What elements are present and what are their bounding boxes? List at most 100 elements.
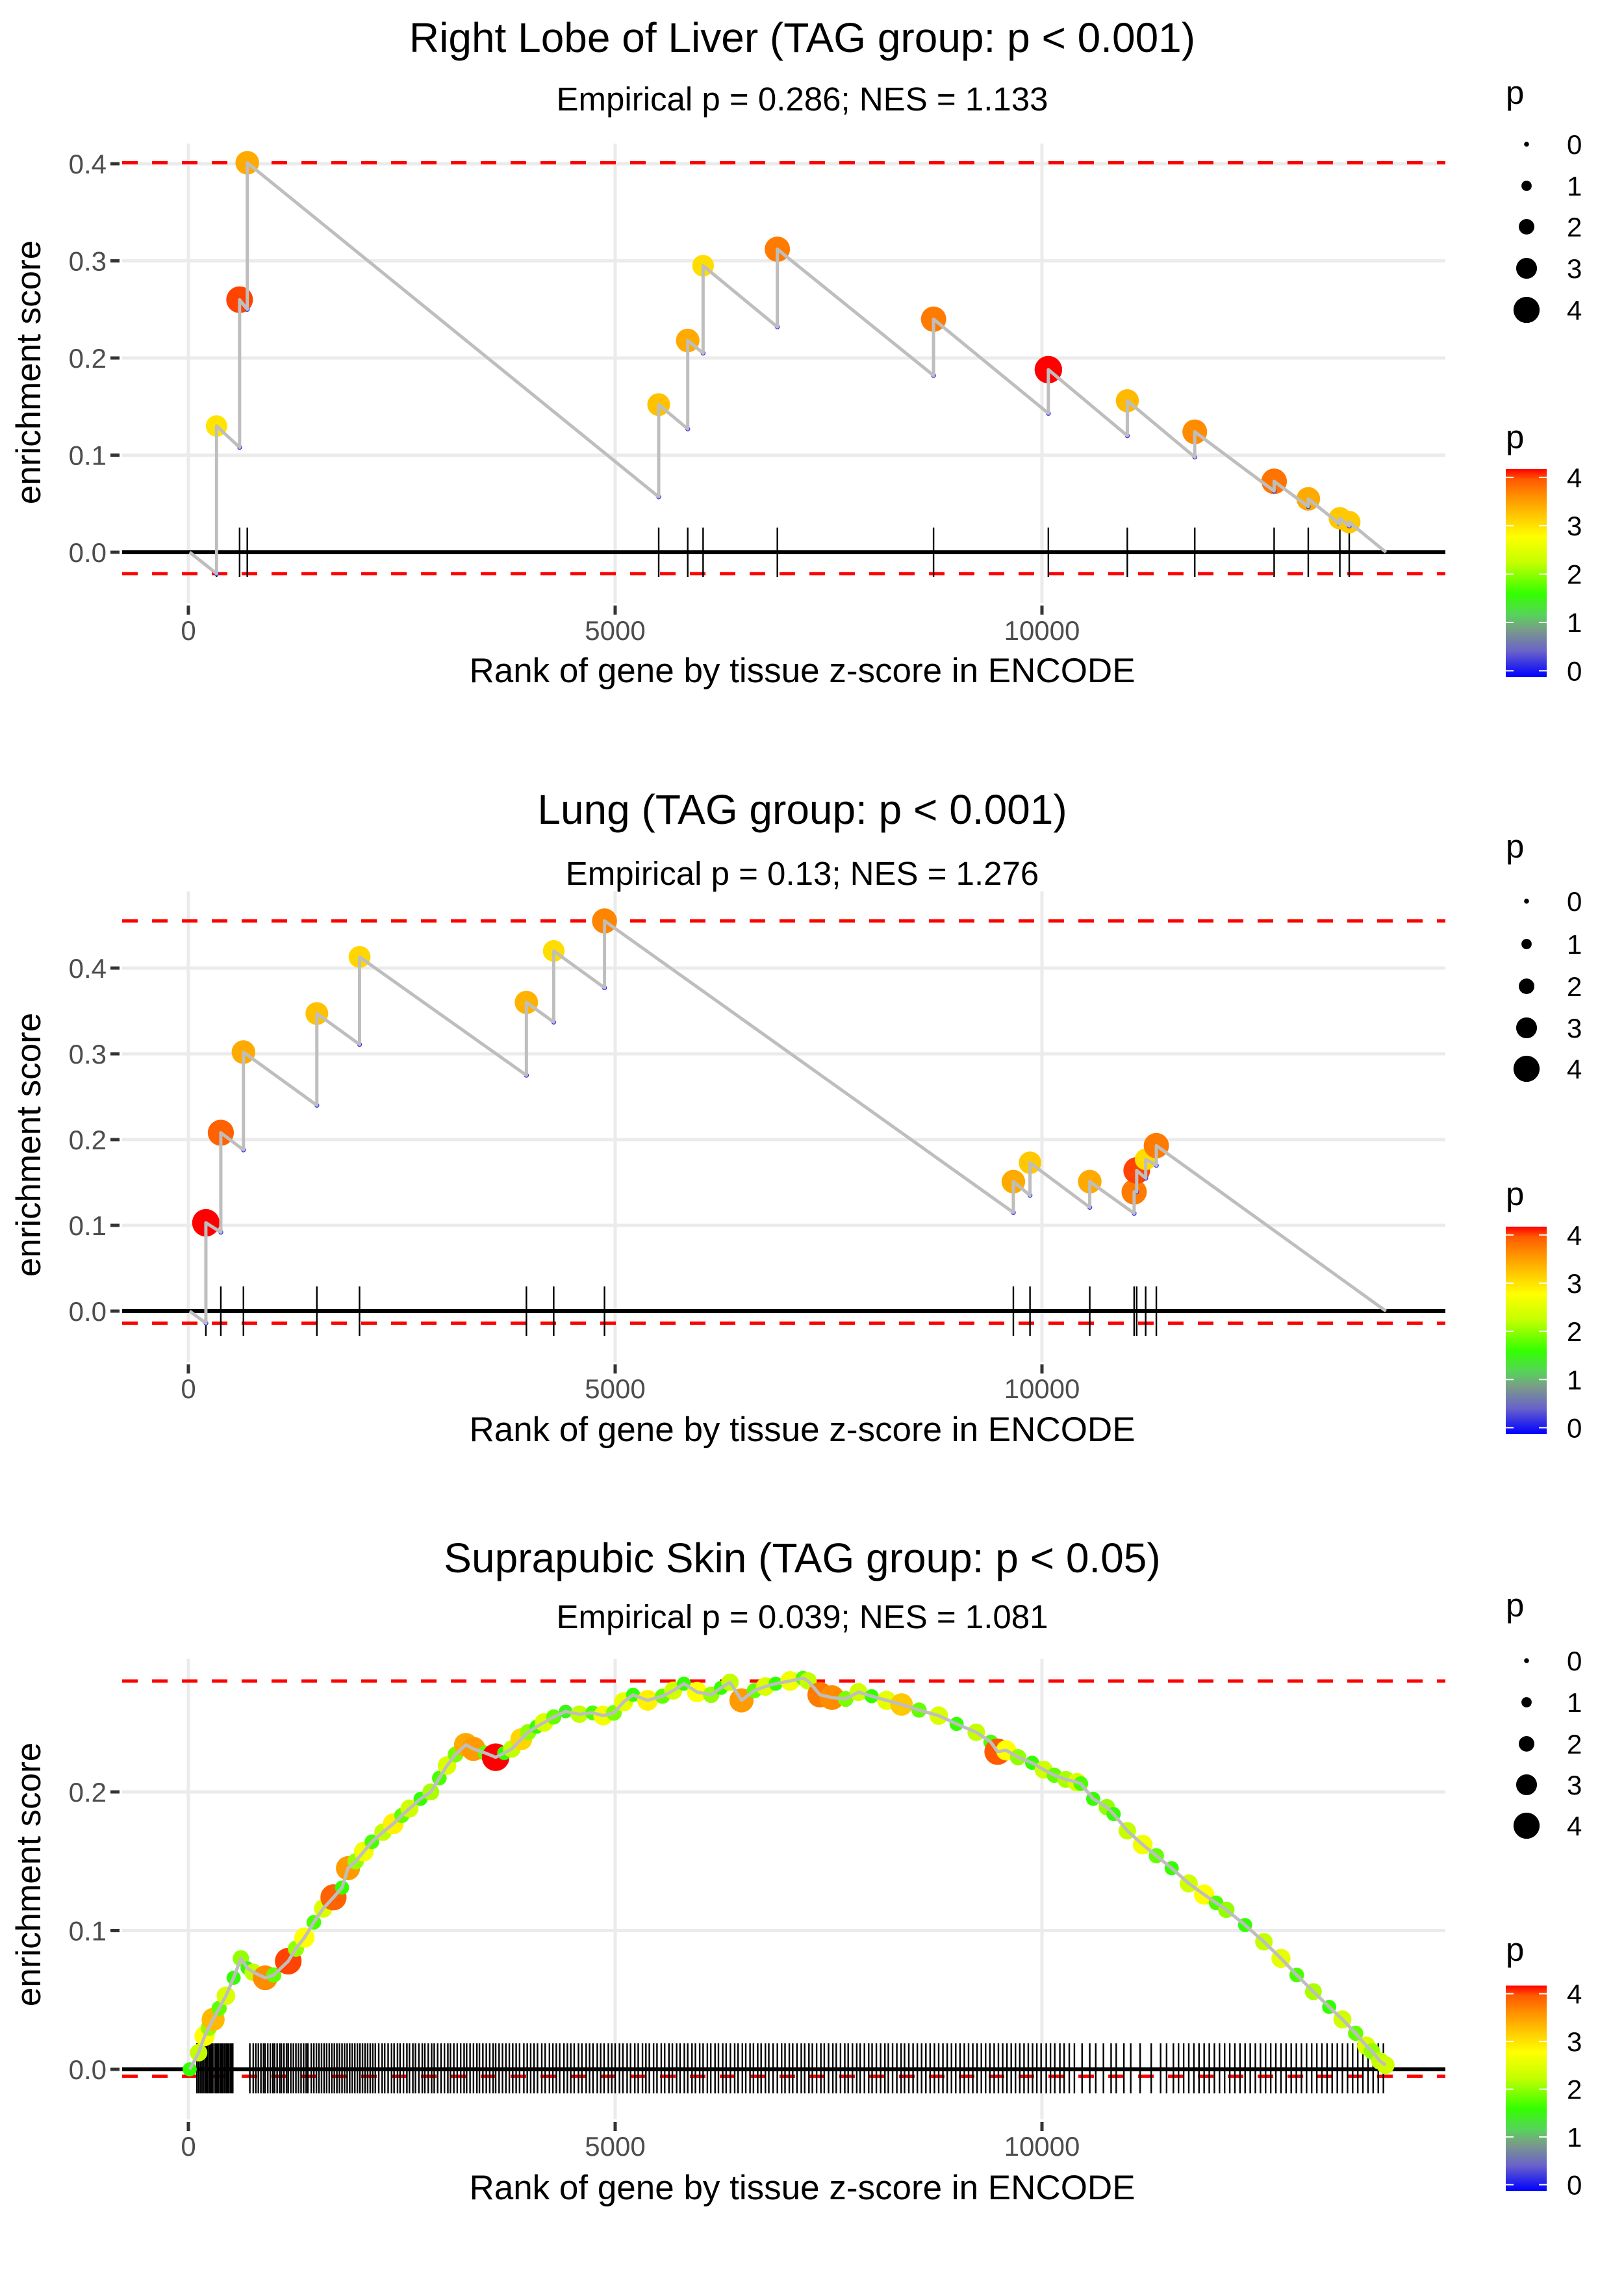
size-legend-label: 3 [1567, 1770, 1582, 1800]
plot-title: Suprapubic Skin (TAG group: p < 0.05) [444, 1535, 1160, 1581]
y-tick-label: 0.0 [69, 2054, 107, 2085]
colorbar-label: 2 [1567, 2075, 1582, 2105]
x-tick-label: 0 [181, 1373, 196, 1404]
es-path [188, 1676, 1387, 2071]
size-legend-dot [1516, 1774, 1538, 1796]
size-legend-label: 0 [1567, 129, 1582, 160]
size-legend-dot [1524, 142, 1529, 147]
x-tick-label: 10000 [1004, 2131, 1080, 2162]
plot-title: Lung (TAG group: p < 0.001) [537, 786, 1067, 833]
legend: p 0 1 2 3 4 p 4 3 2 1 0 [1506, 828, 1582, 1443]
size-legend-dot [1524, 1658, 1529, 1663]
es-bound-lines [122, 161, 1445, 576]
size-legend-label: 1 [1567, 1687, 1582, 1718]
y-axis: 0.0 0.1 0.2 0.3 0.4 [69, 149, 120, 568]
colorbar-label: 1 [1567, 1364, 1582, 1395]
y-axis: 0.0 0.1 0.2 [69, 1777, 120, 2085]
running-es-line [188, 919, 1388, 1325]
gene-rank-ticks [196, 2043, 1384, 2093]
x-tick-label: 10000 [1004, 615, 1080, 646]
size-legend-label: 0 [1567, 1646, 1582, 1676]
plot-subtitle: Empirical p = 0.286; NES = 1.133 [557, 81, 1048, 118]
size-legend-dot [1521, 1697, 1532, 1707]
y-tick-label: 0.2 [69, 1125, 107, 1155]
y-tick-label: 0.2 [69, 343, 107, 374]
x-axis: 0 5000 10000 [181, 1364, 1080, 1404]
es-path [188, 161, 1388, 576]
color-legend-title: p [1506, 418, 1524, 455]
es-bound-lines [122, 1679, 1445, 2078]
size-legend-label: 1 [1567, 171, 1582, 201]
size-legend-dot [1513, 1812, 1540, 1839]
y-axis-title: enrichment score [10, 240, 48, 505]
colorbar [1506, 1227, 1547, 1434]
es-path [188, 919, 1388, 1325]
size-legend-dot [1519, 1736, 1534, 1752]
grid-lines [122, 144, 1445, 603]
gene-points [183, 1670, 1395, 2076]
y-tick-label: 0.1 [69, 1916, 107, 1947]
colorbar-label: 0 [1567, 656, 1582, 686]
legend: p 0 1 2 3 4 p 4 3 2 1 0 [1506, 74, 1582, 686]
x-axis-title: Rank of gene by tissue z-score in ENCODE [469, 1411, 1135, 1449]
size-legend-dot [1519, 978, 1534, 994]
x-tick-label: 0 [181, 615, 196, 646]
colorbar-label: 4 [1567, 1979, 1582, 2010]
size-legend-label: 1 [1567, 929, 1582, 960]
running-es-line [188, 161, 1388, 576]
colorbar-label: 3 [1567, 511, 1582, 541]
x-tick-label: 5000 [585, 1373, 645, 1404]
legend: p 0 1 2 3 4 p 4 3 2 1 0 [1506, 1587, 1582, 2201]
size-legend-dot [1513, 1055, 1540, 1082]
colorbar [1506, 1986, 1547, 2191]
colorbar-label: 1 [1567, 2122, 1582, 2153]
size-legend-dot [1521, 939, 1532, 949]
size-legend-dot [1519, 219, 1534, 235]
y-tick-label: 0.1 [69, 441, 107, 471]
size-legend-title: p [1506, 1587, 1524, 1624]
gene-rank-ticks [205, 1286, 1158, 1336]
y-tick-label: 0.1 [69, 1210, 107, 1241]
size-legend-dot [1516, 1017, 1538, 1039]
x-tick-label: 5000 [585, 2131, 645, 2162]
size-legend-title: p [1506, 828, 1524, 865]
colorbar-label: 2 [1567, 1316, 1582, 1347]
colorbar-label: 3 [1567, 2026, 1582, 2057]
x-tick-label: 0 [181, 2131, 196, 2162]
colorbar-label: 4 [1567, 1220, 1582, 1251]
y-tick-label: 0.2 [69, 1777, 107, 1808]
grid-lines [122, 1659, 1445, 2119]
x-tick-label: 5000 [585, 615, 645, 646]
panel-right-lobe-of-liver: Right Lobe of Liver (TAG group: p < 0.00… [10, 14, 1582, 690]
size-legend-label: 2 [1567, 212, 1582, 242]
y-tick-label: 0.4 [69, 149, 107, 179]
panel-lung: Lung (TAG group: p < 0.001) Empirical p … [10, 786, 1582, 1449]
y-axis-title: enrichment score [10, 1013, 48, 1277]
y-tick-label: 0.3 [69, 246, 107, 277]
plot-subtitle: Empirical p = 0.039; NES = 1.081 [557, 1598, 1048, 1635]
size-legend-label: 3 [1567, 1013, 1582, 1043]
gene-points [192, 908, 1169, 1326]
x-tick-label: 10000 [1004, 1373, 1080, 1404]
size-legend-label: 4 [1567, 1811, 1582, 1841]
panel-suprapubic-skin: Suprapubic Skin (TAG group: p < 0.05) Em… [10, 1535, 1582, 2207]
size-legend-title: p [1506, 74, 1524, 111]
color-legend-title: p [1506, 1175, 1524, 1212]
color-legend-title: p [1506, 1931, 1524, 1968]
size-legend-label: 3 [1567, 253, 1582, 284]
x-axis: 0 5000 10000 [181, 606, 1080, 646]
es-bound-lines [122, 919, 1445, 1325]
gene-points [205, 151, 1361, 576]
y-tick-label: 0.3 [69, 1039, 107, 1069]
size-legend-label: 2 [1567, 1729, 1582, 1759]
colorbar-label: 4 [1567, 463, 1582, 493]
grid-lines [122, 891, 1445, 1362]
y-axis-title: enrichment score [10, 1743, 48, 2007]
size-legend-dot [1516, 257, 1538, 279]
colorbar-label: 1 [1567, 607, 1582, 638]
size-legend-dot [1521, 181, 1532, 191]
size-legend-label: 4 [1567, 1054, 1582, 1084]
plot-title: Right Lobe of Liver (TAG group: p < 0.00… [409, 14, 1195, 61]
colorbar-label: 0 [1567, 1412, 1582, 1443]
